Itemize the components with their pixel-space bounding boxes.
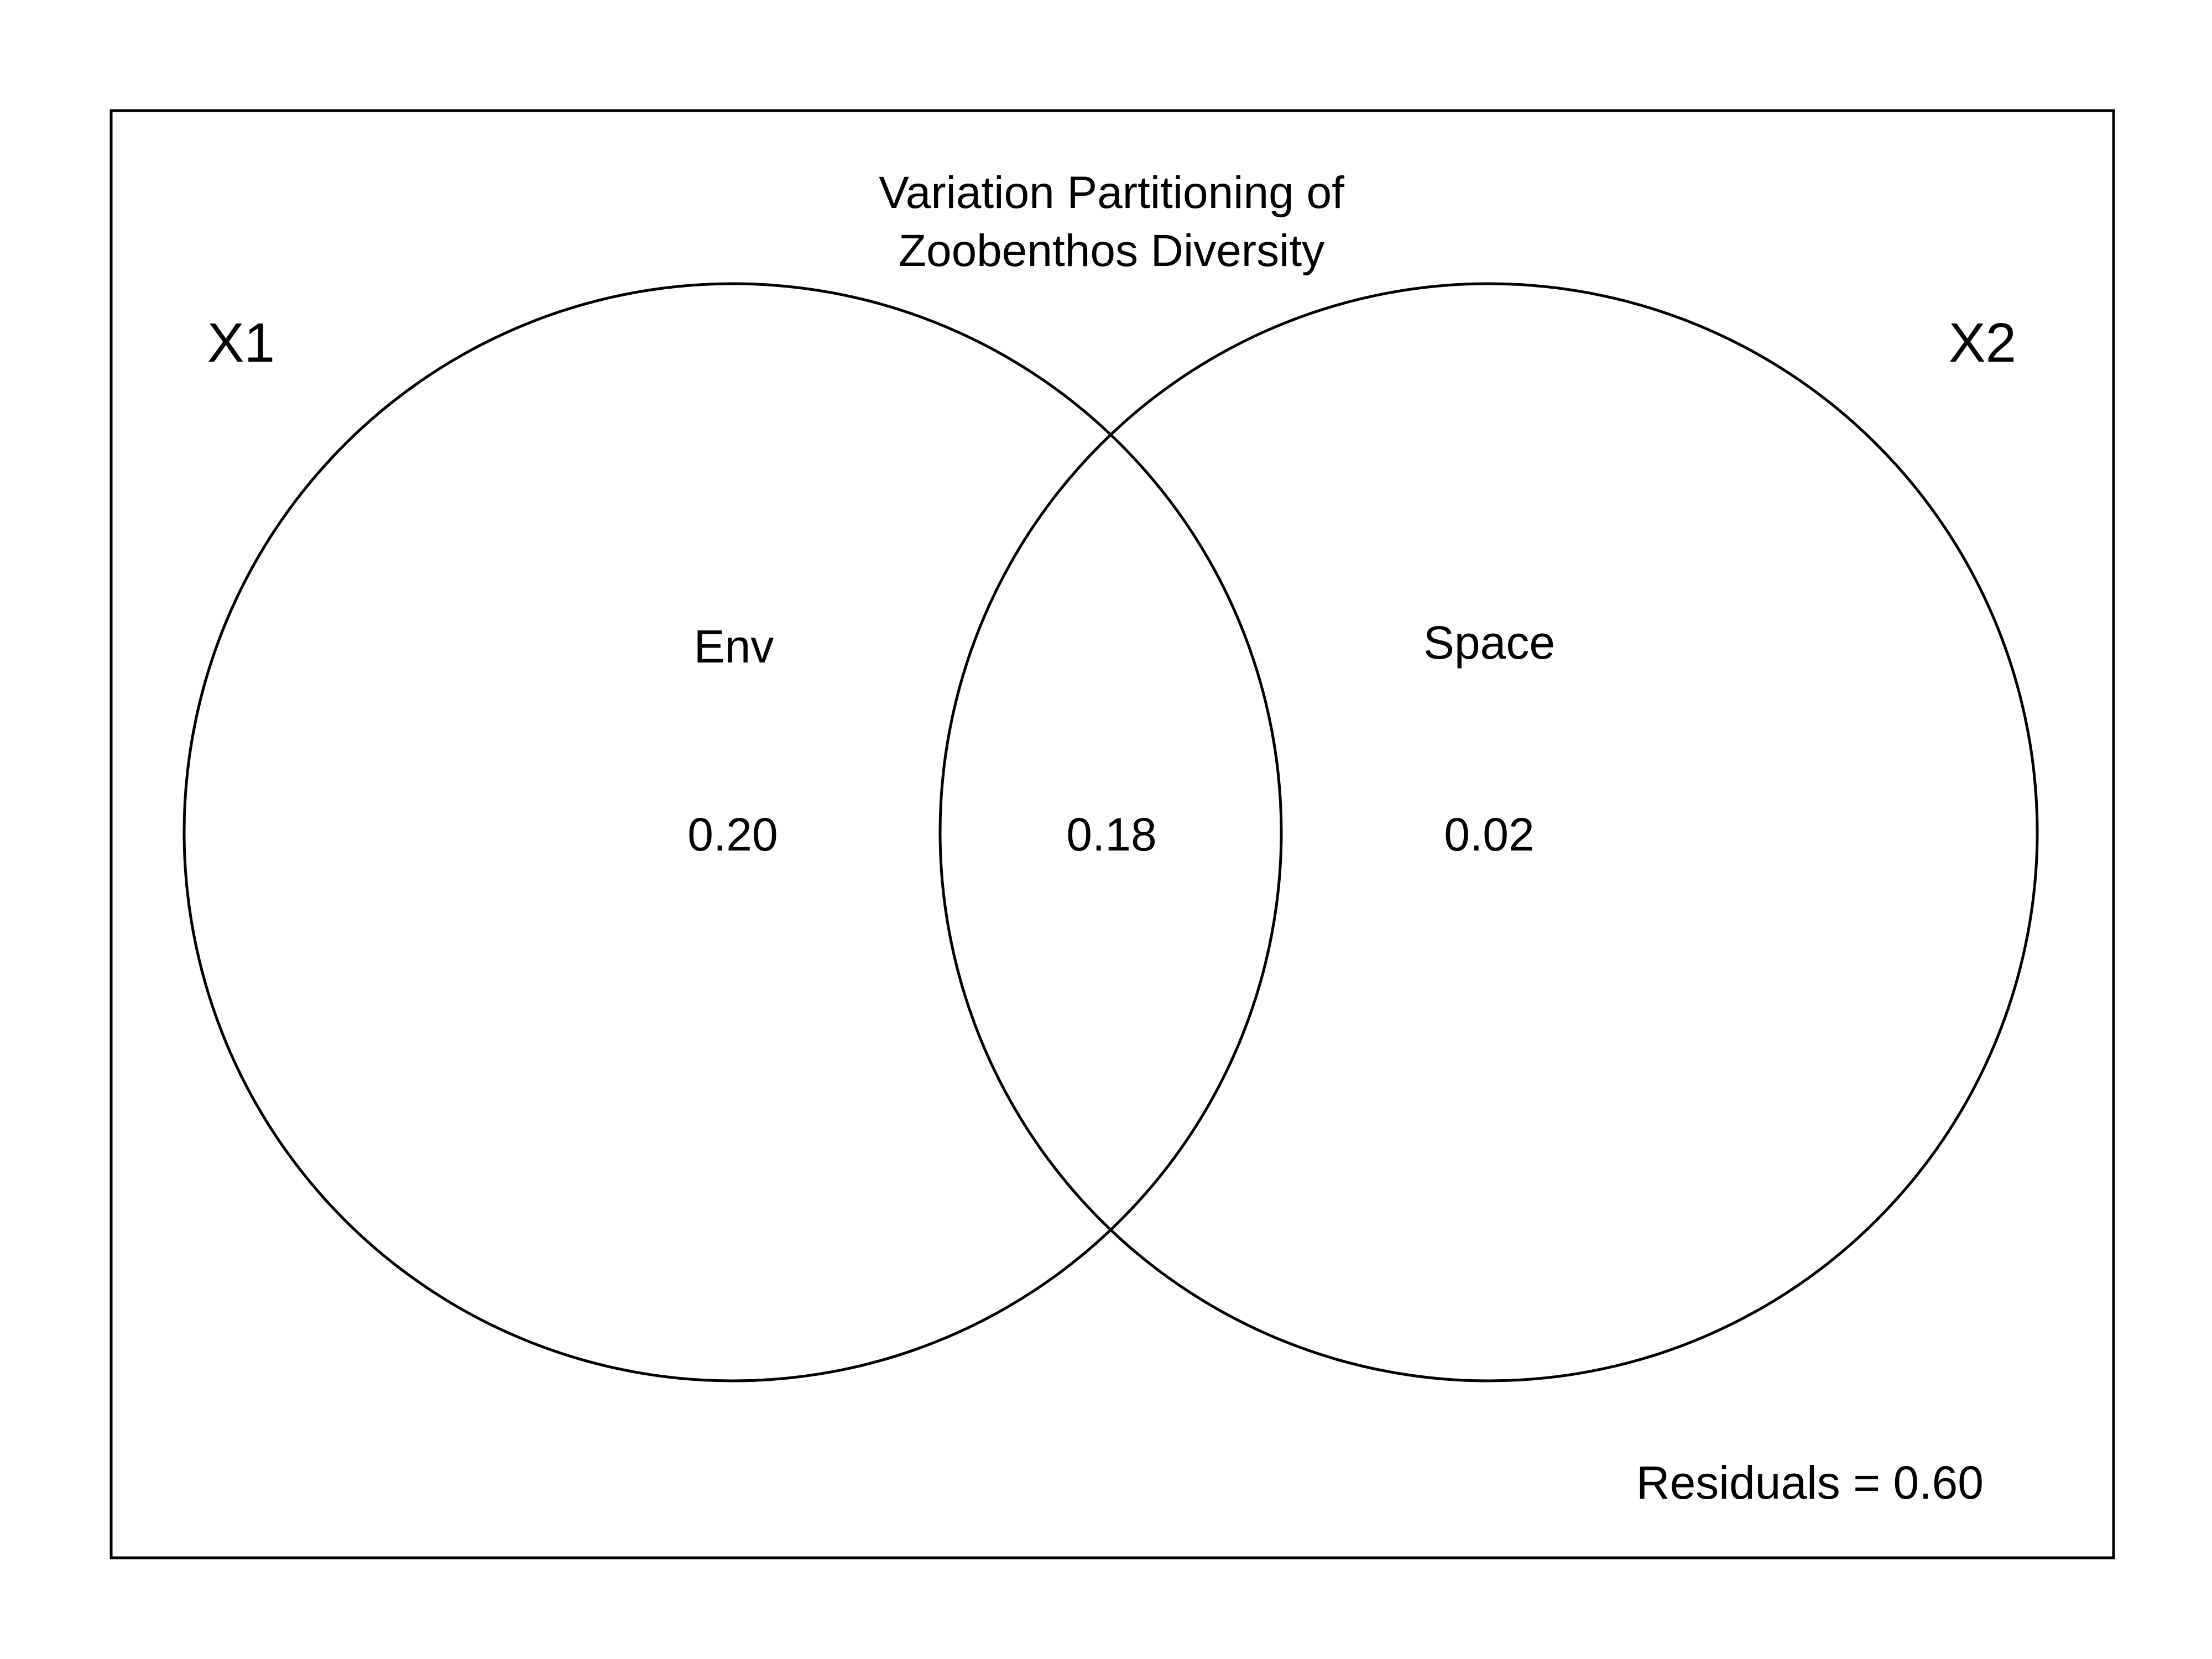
set-x1-region-name: Env bbox=[694, 620, 774, 672]
set-x2-label: X2 bbox=[1949, 312, 2016, 374]
plot-frame bbox=[109, 109, 2115, 1559]
diagram-title-line-2: Zoobenthos Diversity bbox=[899, 226, 1324, 276]
fraction-shared: 0.18 bbox=[1066, 808, 1157, 860]
diagram-title-line-1: Variation Partitioning of bbox=[879, 168, 1344, 218]
fraction-x1-only: 0.20 bbox=[687, 808, 778, 860]
set-x1-label: X1 bbox=[207, 312, 275, 374]
fraction-x2-only: 0.02 bbox=[1444, 808, 1535, 860]
set-x1-circle bbox=[182, 282, 1283, 1383]
set-x2-region-name: Space bbox=[1423, 617, 1555, 669]
residuals-label: Residuals = 0.60 bbox=[1636, 1457, 1984, 1509]
set-x2-circle bbox=[938, 282, 2039, 1383]
